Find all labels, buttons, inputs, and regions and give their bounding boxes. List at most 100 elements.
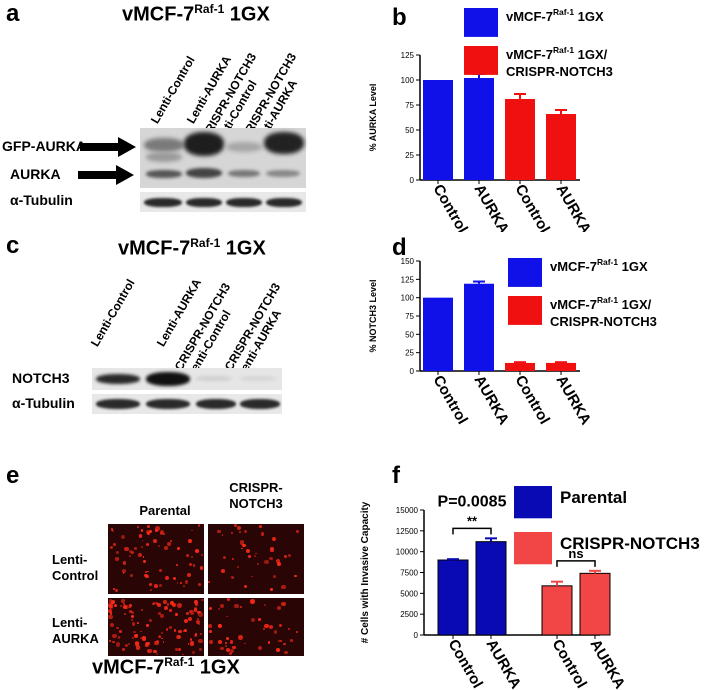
band (144, 138, 184, 152)
legend-sup: Raf-1 (553, 45, 574, 55)
cell-dot (179, 582, 183, 585)
bar (423, 297, 453, 371)
legend-text: vMCF-7 (506, 47, 553, 62)
cell-dot (140, 608, 144, 612)
significance-bracket (556, 560, 596, 567)
legend-sup: Raf-1 (597, 295, 618, 305)
cell-dot (168, 626, 172, 630)
blot-a-row-tubulin: α-Tubulin (10, 192, 73, 208)
cell-dot (154, 584, 158, 588)
cell-dot (131, 550, 135, 554)
legend-label: CRISPR-NOTCH3 (550, 314, 657, 329)
cell-dot (278, 623, 283, 628)
category-label: Control (430, 373, 471, 428)
cell-dot (120, 534, 125, 539)
y-tick-label: 0 (410, 367, 415, 376)
cell-dot (192, 650, 196, 655)
cell-dot (123, 613, 126, 616)
cell-dot (131, 622, 136, 626)
cell-dot (222, 556, 226, 560)
cell-dot (155, 526, 160, 531)
cell-dot (146, 542, 150, 547)
cell-dot (270, 588, 274, 592)
band (184, 132, 224, 156)
cell-dot (225, 642, 227, 645)
cell-dot (116, 626, 120, 630)
significance-stars: ** (467, 513, 478, 528)
cell-dot (110, 545, 114, 549)
cell-dot (243, 529, 247, 534)
band (226, 198, 262, 207)
cell-dot (122, 561, 127, 565)
cell-dot (284, 555, 287, 558)
cell-dot (198, 611, 201, 614)
cell-dot (188, 609, 193, 614)
cell-dot (288, 627, 291, 630)
col-line: NOTCH3 (229, 496, 283, 511)
cell-dot (176, 581, 179, 584)
cell-dot (254, 552, 257, 555)
cell-dot (128, 550, 132, 553)
category-label: AURKA (553, 373, 595, 429)
cell-dot (264, 623, 270, 629)
micrograph-parental-aurka (108, 598, 204, 656)
panel-a-title: vMCF-7Raf-1 1GX (122, 2, 270, 27)
cell-dot (262, 628, 265, 631)
cell-dot (259, 525, 263, 529)
cell-dot (273, 630, 277, 634)
y-tick-label: 2500 (400, 610, 418, 619)
band (196, 399, 236, 409)
category-label: AURKA (471, 373, 513, 429)
legend-text: 1GX/ (574, 47, 608, 62)
band (146, 152, 182, 162)
cell-dot (141, 539, 144, 542)
cell-dot (176, 564, 179, 566)
cell-dot (160, 613, 165, 618)
cell-dot (128, 603, 132, 607)
cell-dot (121, 647, 126, 652)
cell-dot (250, 575, 253, 578)
cell-dot (193, 599, 198, 604)
cell-dot (124, 604, 129, 610)
cell-dot (158, 611, 162, 615)
cell-dot (225, 636, 230, 641)
bar (423, 80, 453, 180)
cell-dot (244, 642, 246, 645)
micro-col-crispr: CRISPR- NOTCH3 (208, 480, 304, 512)
cell-dot (146, 570, 149, 573)
cell-dot (277, 639, 280, 642)
cell-dot (144, 573, 148, 578)
blot-c-lane-1: Lenti-Control (88, 277, 138, 349)
cell-dot (108, 603, 114, 608)
band (146, 170, 182, 178)
cell-dot (137, 622, 140, 624)
cell-dot (197, 612, 203, 617)
cell-dot (187, 643, 190, 646)
cell-dot (178, 603, 181, 607)
cell-dot (135, 645, 141, 650)
cell-dot (173, 576, 177, 580)
cell-dot (112, 587, 115, 590)
cell-dot (231, 532, 233, 534)
legend-text: vMCF-7 (506, 9, 553, 24)
legend-text: Parental (560, 488, 627, 507)
cell-dot (124, 643, 129, 648)
legend-swatch (514, 486, 552, 519)
blot-a-membrane-tubulin (140, 192, 306, 212)
title-suffix: 1GX (220, 237, 266, 260)
cell-dot (141, 545, 144, 549)
y-tick-label: 100 (401, 76, 415, 85)
cell-dot (256, 562, 260, 565)
cell-dot (135, 633, 138, 636)
cell-dot (110, 623, 115, 628)
cell-dot (131, 618, 134, 621)
cell-dot (182, 653, 184, 656)
cell-dot (115, 557, 119, 561)
cell-dot (137, 552, 143, 558)
micro-col-parental: Parental (120, 503, 210, 519)
cell-dot (186, 554, 189, 558)
bar (505, 99, 535, 180)
cell-dot (136, 526, 139, 529)
cell-dot (231, 576, 235, 580)
